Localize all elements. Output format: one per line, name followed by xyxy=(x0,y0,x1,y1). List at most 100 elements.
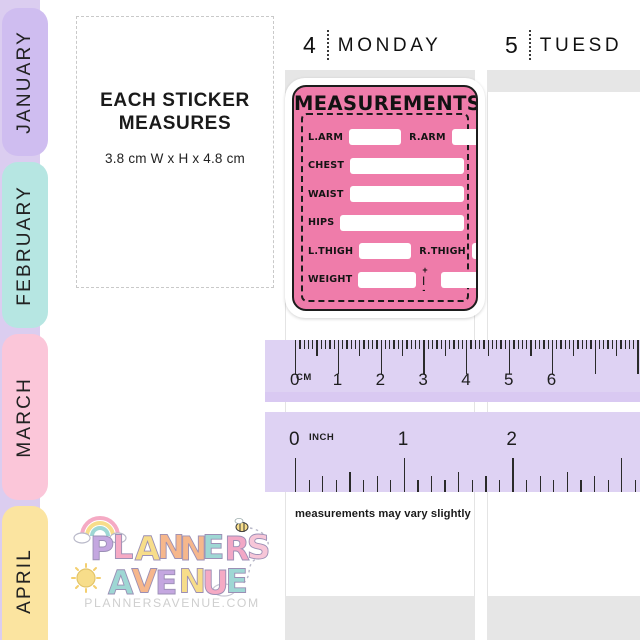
ruler-inch-tick-label: 0 xyxy=(289,429,300,450)
ruler-tick xyxy=(430,476,433,492)
day-name: TUESD xyxy=(539,34,623,56)
month-tab-label: JANUARY xyxy=(14,30,35,134)
ruler-tick xyxy=(312,340,314,349)
sticker-input-box[interactable] xyxy=(471,243,476,260)
sticker-field-label: L.THIGH xyxy=(308,245,354,257)
ruler-cm-tick-label: 6 xyxy=(546,370,557,389)
ruler-tick xyxy=(573,340,575,356)
month-tab-march[interactable]: MARCH xyxy=(2,334,48,500)
ruler-tick xyxy=(335,480,338,492)
sticker-input-box[interactable] xyxy=(340,214,464,231)
ruler-tick xyxy=(303,340,305,349)
ruler-tick xyxy=(517,340,519,349)
logo-artwork: PLANNERS AVENUE xyxy=(71,516,271,599)
ruler-cm: 0 1 2 3 4 5 6 CM xyxy=(265,340,640,402)
ruler-tick xyxy=(367,340,370,349)
ruler-tick xyxy=(553,480,555,492)
ruler-tick xyxy=(380,340,382,374)
ruler-tick xyxy=(427,340,429,349)
ruler-tick xyxy=(568,340,571,349)
ruler-tick xyxy=(581,340,584,349)
sticker-input-box[interactable] xyxy=(440,271,476,288)
sticker-field-label: R.ARM xyxy=(409,131,446,143)
sticker-input-box[interactable] xyxy=(359,243,412,260)
ruler-tick xyxy=(436,340,438,349)
sticker-dashed-frame xyxy=(301,113,469,302)
day-header: 4 MONDAY xyxy=(303,30,441,60)
ruler-tick xyxy=(598,340,601,349)
ruler-tick xyxy=(390,480,392,492)
sticker-input-box[interactable] xyxy=(358,271,417,288)
month-tab-february[interactable]: FEBRUARY xyxy=(2,162,48,328)
ruler-tick xyxy=(457,340,459,349)
sticker-row-l-arm: L.ARM R.ARM xyxy=(308,123,476,152)
day-header: 5 TUESD xyxy=(505,30,622,60)
ruler-tick xyxy=(406,340,408,349)
ruler-tick xyxy=(556,340,558,349)
ruler-tick xyxy=(624,340,626,349)
day-number: 4 xyxy=(303,31,316,58)
ruler-tick xyxy=(485,476,487,492)
sticker-field-label: WAIST xyxy=(308,188,344,200)
ruler-tick xyxy=(295,458,297,492)
ruler-tick xyxy=(346,340,348,349)
ruler-tick xyxy=(526,340,528,349)
month-tab-label: FEBRUARY xyxy=(14,184,35,306)
ruler-tick xyxy=(417,480,419,492)
ruler-tick xyxy=(593,476,596,492)
ruler-tick xyxy=(498,480,501,492)
ruler-tick xyxy=(551,340,554,374)
ruler-cm-tick-label: 1 xyxy=(332,370,343,389)
sticker-field-label: CHEST xyxy=(308,160,345,172)
bee-icon xyxy=(234,517,249,533)
ruler-tick xyxy=(308,480,310,492)
sticker-input-box[interactable] xyxy=(349,186,464,203)
ruler-tick xyxy=(560,340,562,349)
day-header-divider xyxy=(528,30,531,60)
ruler-cm-tick-label: 3 xyxy=(418,370,428,389)
sticker-size-info-box: EACH STICKER MEASURES 3.8 cm W x H x 4.8… xyxy=(76,16,274,288)
cloud-icon xyxy=(212,583,236,597)
ruler-tick xyxy=(397,340,400,349)
ruler-tick xyxy=(389,340,391,349)
logo-line2: AVENUE xyxy=(108,562,249,599)
ruler-cm-tick-label: 0 xyxy=(290,370,300,389)
month-tab-january[interactable]: JANUARY xyxy=(2,8,48,156)
ruler-tick xyxy=(483,340,485,349)
month-tab-april[interactable]: APRIL xyxy=(2,506,48,640)
brand-logo[interactable]: PLANNERS AVENUE PLANNERSAVENUE.COM xyxy=(66,506,278,616)
sticker-input-box[interactable] xyxy=(350,157,464,174)
ruler-tick xyxy=(491,340,494,349)
ruler-tick xyxy=(307,340,310,349)
ruler-tick xyxy=(611,340,614,349)
ruler-tick xyxy=(479,340,481,349)
sticker-plus-minus-label: + | - xyxy=(422,264,429,295)
ruler-tick xyxy=(470,340,472,349)
ruler-tick xyxy=(384,340,387,349)
ruler-tick xyxy=(403,458,405,492)
ruler-tick xyxy=(616,340,618,356)
sticker-row-l-thigh: L.THIGH R.THIGH xyxy=(308,237,476,266)
day-column-tuesd[interactable] xyxy=(487,70,640,596)
ruler-tick xyxy=(620,340,622,349)
ruler-tick xyxy=(621,458,623,492)
ruler-tick xyxy=(410,340,412,349)
month-tab-label: APRIL xyxy=(14,548,35,614)
ruler-cm-tick-label: 5 xyxy=(504,370,514,389)
ruler-tick xyxy=(402,340,404,356)
ruler-tick xyxy=(320,340,322,349)
ruler-tick xyxy=(512,458,514,492)
ruler-tick xyxy=(337,340,340,374)
ruler-tick xyxy=(637,340,639,374)
ruler-tick xyxy=(362,480,365,492)
sticker-field-label: R.THIGH xyxy=(419,245,466,257)
sticker-input-box[interactable] xyxy=(451,129,476,146)
logo-website-url: PLANNERSAVENUE.COM xyxy=(84,596,260,610)
day-name: MONDAY xyxy=(337,34,442,56)
measurements-sticker[interactable]: MEASUREMENTS L.ARM R.ARM CHEST WAIST HIPS L.T… xyxy=(285,78,485,318)
sticker-input-box[interactable] xyxy=(349,129,402,146)
day-header-divider xyxy=(326,30,329,60)
ruler-tick xyxy=(521,340,524,349)
ruler-tick xyxy=(607,480,609,492)
ruler-tick xyxy=(603,340,605,349)
